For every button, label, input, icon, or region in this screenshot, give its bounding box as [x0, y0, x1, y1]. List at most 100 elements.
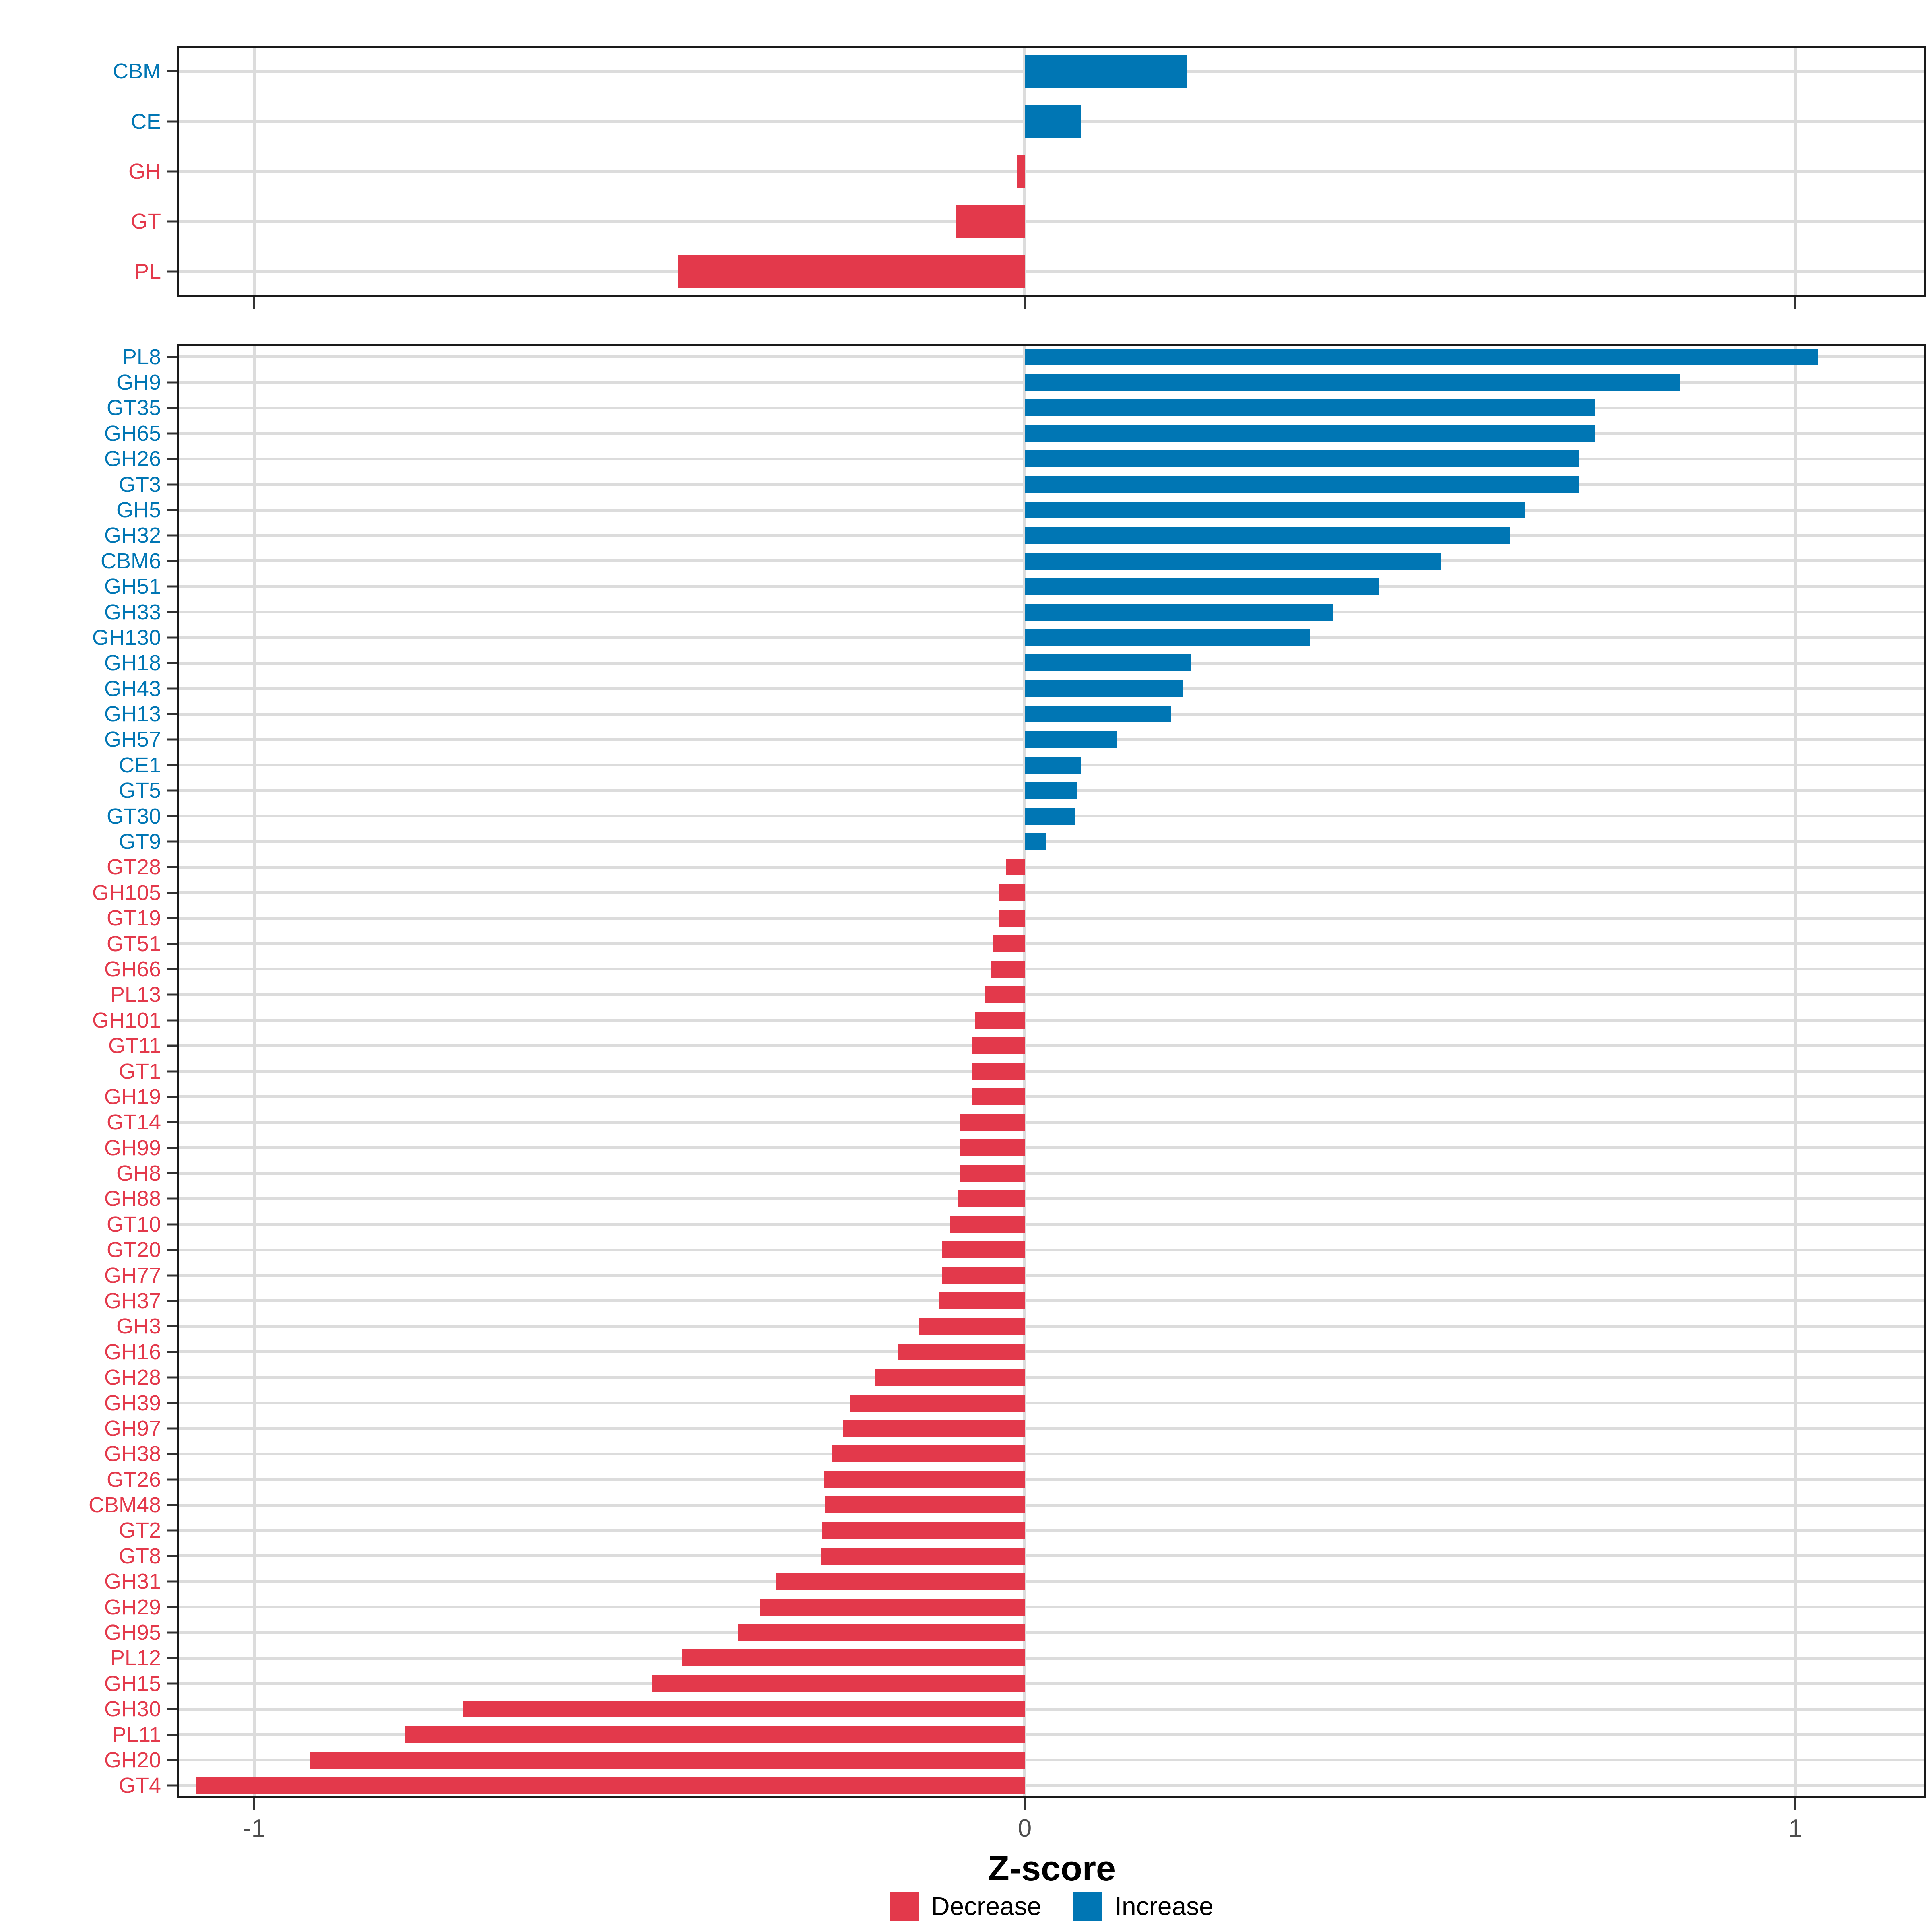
bar-GH43	[1024, 680, 1183, 697]
bar-GH77	[942, 1267, 1025, 1284]
h-gridline	[177, 1580, 1926, 1583]
h-gridline	[177, 1299, 1926, 1302]
y-tick	[167, 534, 177, 537]
y-label-GH99: GH99	[104, 1135, 161, 1160]
bar-GH8	[960, 1165, 1025, 1182]
h-gridline	[177, 1019, 1926, 1022]
y-label-GH77: GH77	[104, 1263, 161, 1288]
y-tick	[167, 815, 177, 817]
bar-PL13	[985, 986, 1025, 1003]
bar-CE	[1024, 105, 1081, 138]
y-tick	[167, 866, 177, 868]
y-tick	[167, 687, 177, 690]
y-label-GT35: GT35	[106, 396, 161, 420]
bar-GH32	[1024, 527, 1511, 544]
y-tick	[167, 1019, 177, 1022]
h-gridline	[177, 1274, 1926, 1277]
y-label-GT: GT	[131, 209, 161, 234]
y-label-GT4: GT4	[118, 1773, 161, 1798]
y-tick	[167, 1734, 177, 1736]
top-panel: CBM CE GH GT PL	[113, 46, 1926, 309]
h-gridline	[177, 1656, 1926, 1660]
bar-GT30	[1024, 807, 1075, 825]
bar-GH105	[999, 884, 1025, 901]
bar-GH	[1017, 155, 1025, 188]
h-gridline	[177, 1682, 1926, 1685]
y-label-GT20: GT20	[106, 1238, 161, 1262]
y-label-GH31: GH31	[104, 1569, 161, 1594]
y-tick	[167, 713, 177, 715]
bar-GH130	[1024, 629, 1310, 646]
y-tick	[167, 1223, 177, 1226]
y-label-GT28: GT28	[106, 855, 161, 879]
y-tick	[167, 1682, 177, 1685]
y-label-GH97: GH97	[104, 1416, 161, 1441]
y-label-GH65: GH65	[104, 421, 161, 446]
y-tick	[167, 1657, 177, 1659]
bar-GH31	[776, 1573, 1025, 1590]
y-label-GH33: GH33	[104, 600, 161, 624]
y-label-CBM: CBM	[113, 59, 161, 84]
bar-PL8	[1024, 348, 1818, 365]
bar-GH9	[1024, 374, 1680, 391]
bar-GT	[955, 205, 1025, 238]
y-tick	[167, 1376, 177, 1379]
y-label-GH30: GH30	[104, 1697, 161, 1721]
h-gridline	[177, 1478, 1926, 1481]
y-tick	[167, 1402, 177, 1404]
y-label-GH19: GH19	[104, 1084, 161, 1109]
y-tick	[167, 662, 177, 664]
x-tick-label: 1	[1788, 1814, 1802, 1842]
y-tick	[167, 407, 177, 409]
y-tick	[167, 789, 177, 792]
bar-GH57	[1024, 731, 1117, 748]
bar-PL	[678, 255, 1025, 288]
h-gridline	[177, 1402, 1926, 1405]
bar-GT14	[960, 1114, 1025, 1131]
y-label-GH95: GH95	[104, 1620, 161, 1645]
y-label-GT1: GT1	[118, 1059, 161, 1084]
h-gridline	[177, 1376, 1926, 1379]
h-gridline	[177, 1095, 1926, 1098]
y-label-GT2: GT2	[118, 1518, 161, 1543]
bar-CBM48	[825, 1496, 1025, 1514]
h-gridline	[177, 840, 1926, 843]
y-tick	[167, 1478, 177, 1481]
y-label-PL11: PL11	[111, 1722, 161, 1747]
y-tick	[167, 892, 177, 894]
y-label-GH: GH	[128, 159, 161, 184]
y-tick	[167, 1453, 177, 1455]
y-tick	[167, 1759, 177, 1761]
y-tick	[167, 483, 177, 486]
h-gridline	[177, 1070, 1926, 1073]
bar-GH30	[463, 1701, 1025, 1718]
y-tick	[167, 1096, 177, 1098]
y-label-GT9: GT9	[118, 830, 161, 854]
y-label-GH66: GH66	[104, 957, 161, 981]
y-label-GH8: GH8	[116, 1161, 161, 1186]
legend-item-increase: Increase	[1073, 1892, 1214, 1921]
h-gridline	[177, 1248, 1926, 1251]
y-label-GH18: GH18	[104, 651, 161, 675]
bar-GH18	[1024, 654, 1191, 672]
y-tick	[167, 1147, 177, 1149]
y-label-GH51: GH51	[104, 574, 161, 599]
bar-GH37	[939, 1292, 1025, 1309]
y-label-CE: CE	[130, 109, 161, 134]
h-gridline	[177, 270, 1926, 273]
y-tick	[167, 170, 177, 173]
bar-GH29	[760, 1598, 1025, 1616]
bar-GH28	[874, 1369, 1025, 1386]
bar-GT9	[1024, 833, 1046, 850]
y-label-GH20: GH20	[104, 1748, 161, 1772]
h-gridline	[177, 891, 1926, 894]
bar-GT28	[1006, 859, 1025, 876]
y-tick	[167, 458, 177, 460]
y-label-GT51: GT51	[106, 931, 161, 956]
x-axis-title: Z-score	[988, 1848, 1116, 1888]
y-label-PL: PL	[134, 259, 161, 284]
y-tick	[167, 1351, 177, 1353]
y-tick	[167, 1555, 177, 1557]
bar-GT8	[820, 1547, 1025, 1565]
y-label-GT8: GT8	[118, 1544, 161, 1568]
